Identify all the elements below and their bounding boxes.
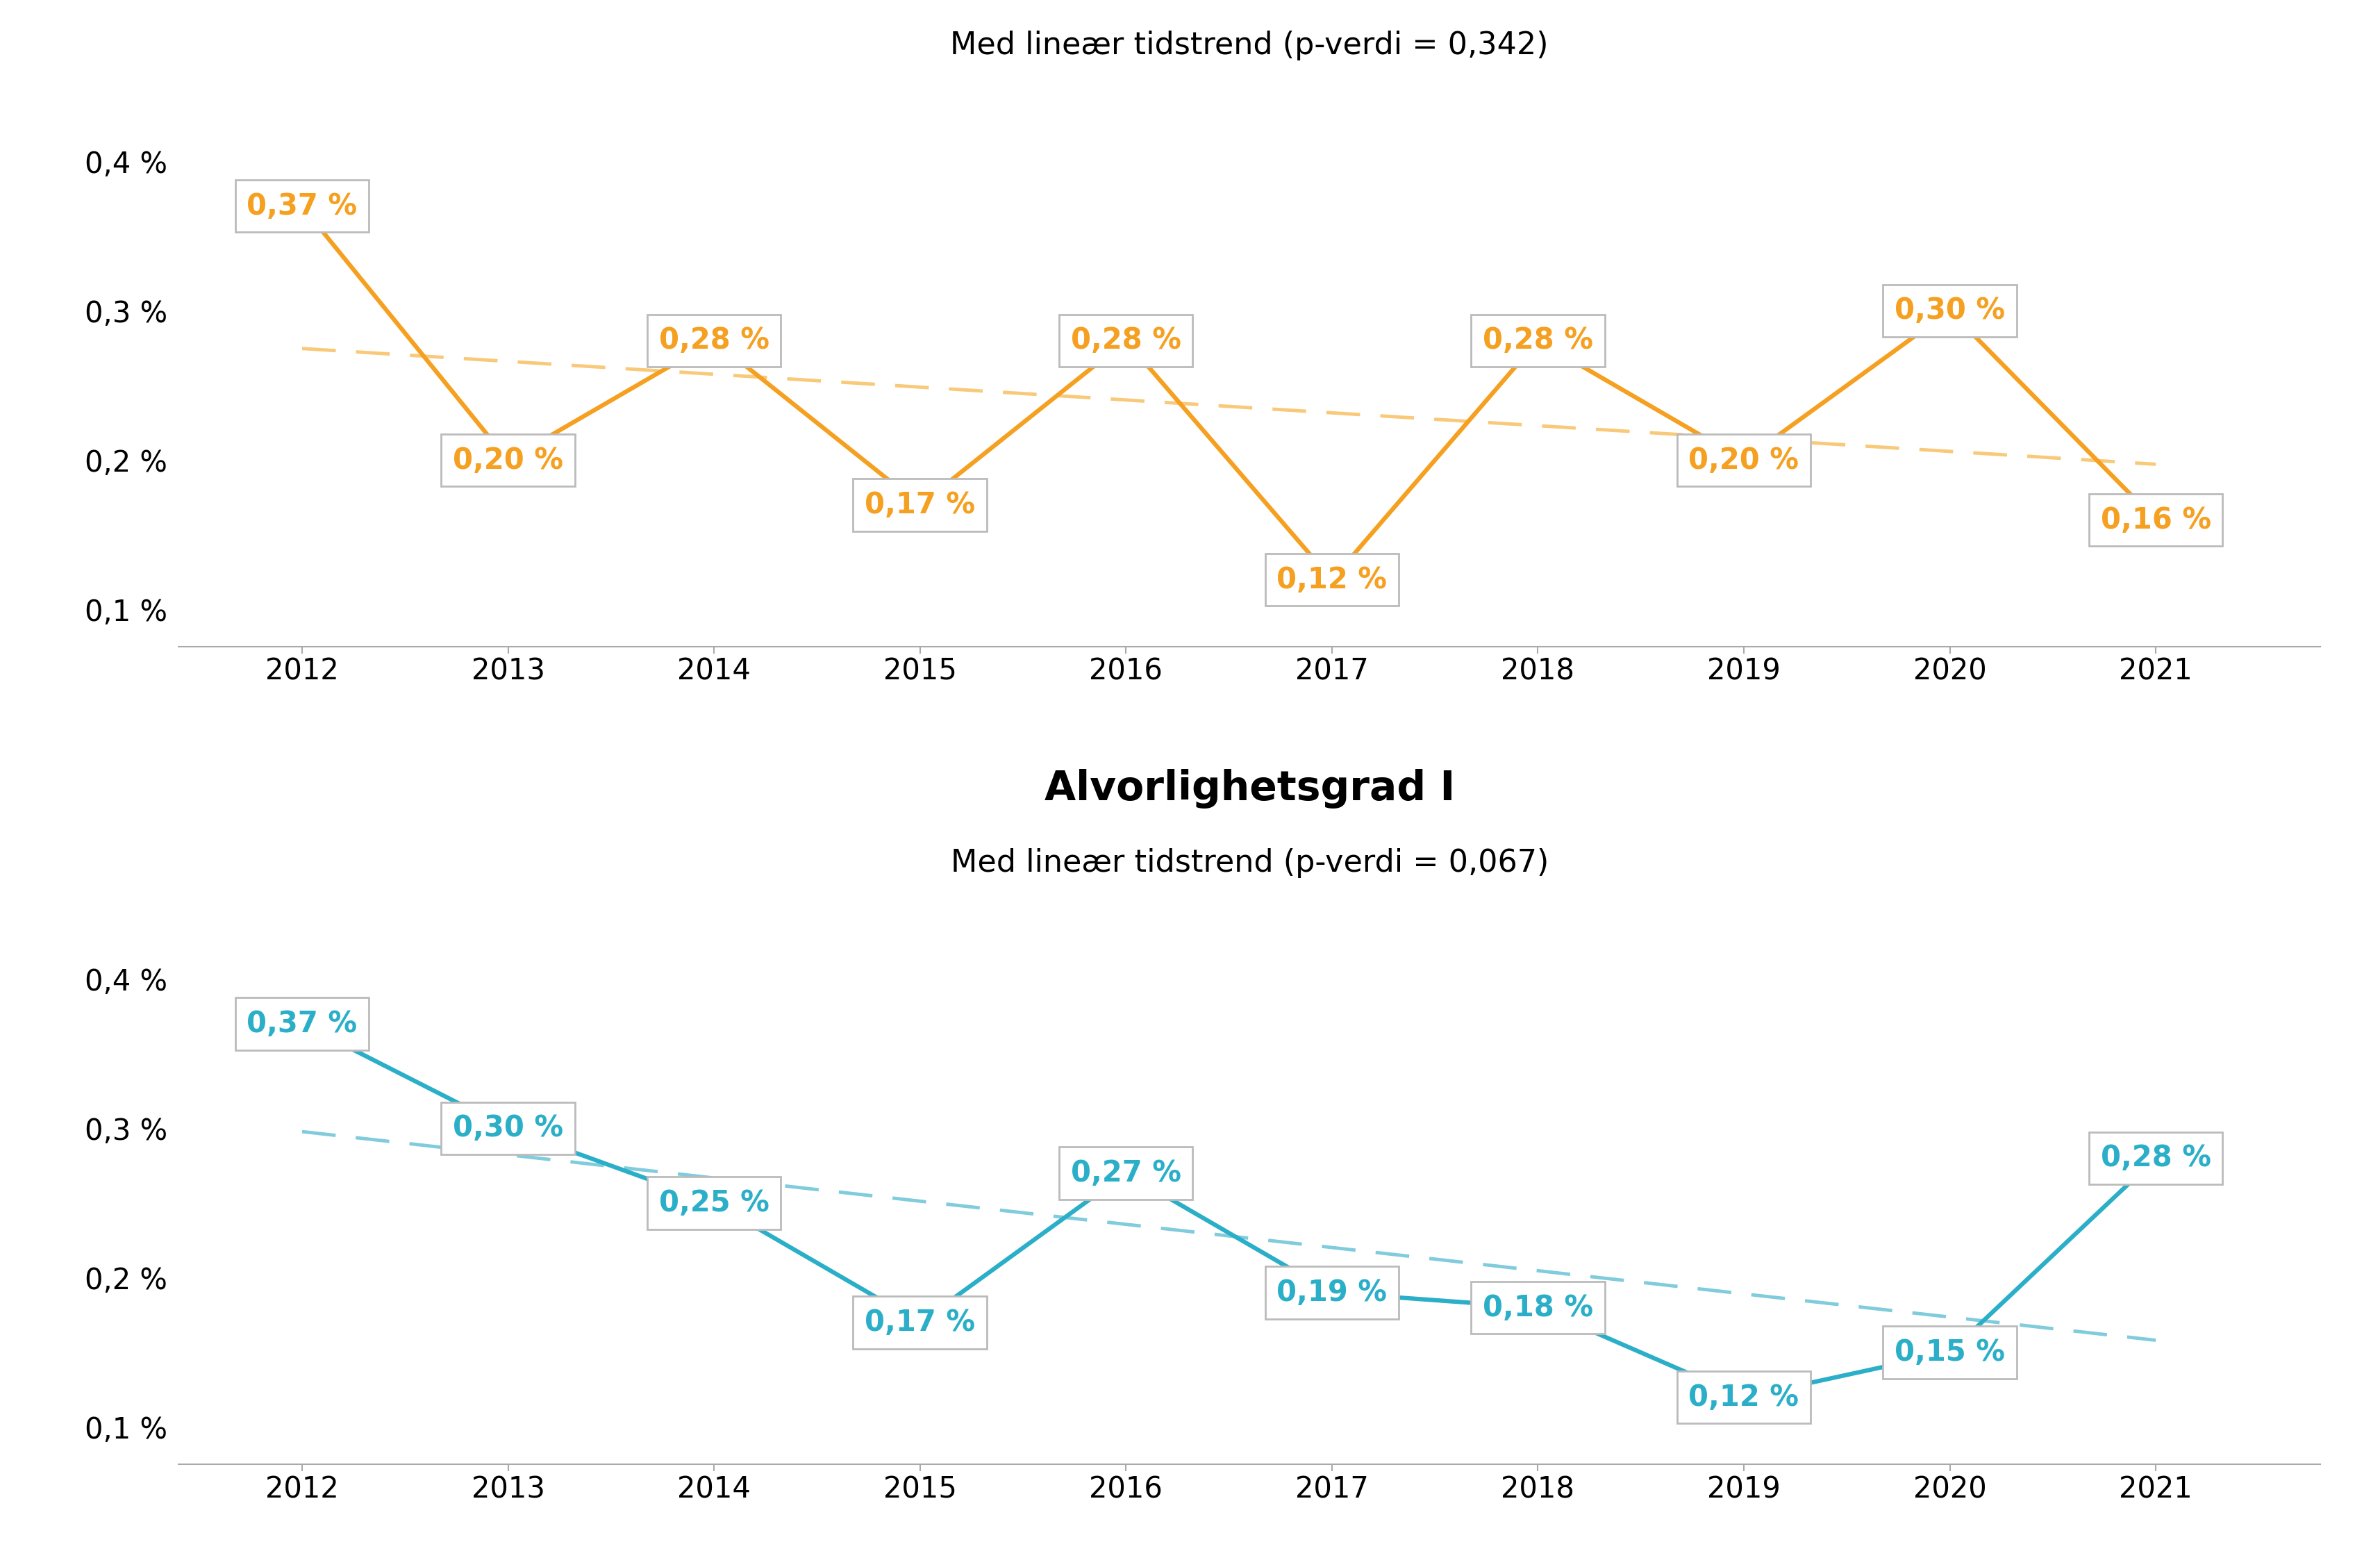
Text: 0,12 %: 0,12 %	[1276, 566, 1388, 594]
Text: 0,27 %: 0,27 %	[1071, 1159, 1180, 1187]
Text: 0,28 %: 0,28 %	[2102, 1144, 2211, 1173]
Text: 0,19 %: 0,19 %	[1276, 1278, 1388, 1307]
Text: 0,37 %: 0,37 %	[248, 1010, 357, 1038]
Text: 0,25 %: 0,25 %	[659, 1189, 769, 1218]
Text: 0,30 %: 0,30 %	[1894, 296, 2004, 326]
Text: 0,28 %: 0,28 %	[1071, 326, 1180, 355]
Text: 0,16 %: 0,16 %	[2102, 505, 2211, 534]
Text: 0,20 %: 0,20 %	[1687, 446, 1799, 475]
Text: Med lineær tidstrend (p-verdi = 0,342): Med lineær tidstrend (p-verdi = 0,342)	[950, 31, 1549, 61]
Text: Alvorlighetsgrad I: Alvorlighetsgrad I	[1045, 768, 1454, 809]
Text: 0,37 %: 0,37 %	[248, 192, 357, 221]
Text: 0,18 %: 0,18 %	[1483, 1293, 1592, 1323]
Text: 0,15 %: 0,15 %	[1894, 1338, 2004, 1366]
Text: 0,12 %: 0,12 %	[1687, 1382, 1799, 1412]
Text: 0,17 %: 0,17 %	[864, 491, 976, 519]
Text: 0,28 %: 0,28 %	[659, 326, 769, 355]
Text: 0,30 %: 0,30 %	[452, 1114, 564, 1144]
Text: Med lineær tidstrend (p-verdi = 0,067): Med lineær tidstrend (p-verdi = 0,067)	[950, 849, 1549, 879]
Text: 0,28 %: 0,28 %	[1483, 326, 1592, 355]
Text: 0,17 %: 0,17 %	[864, 1309, 976, 1337]
Text: 0,20 %: 0,20 %	[452, 446, 564, 475]
